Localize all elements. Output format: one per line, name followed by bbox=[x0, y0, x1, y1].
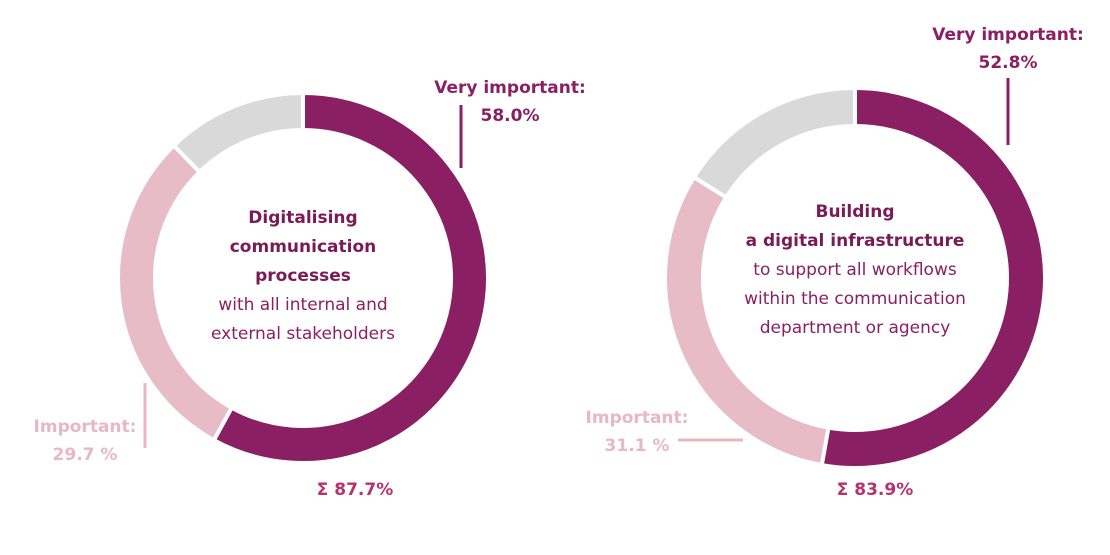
segment-label: Important: bbox=[586, 408, 689, 428]
donut-segment bbox=[116, 142, 235, 443]
center-title: Building bbox=[816, 202, 895, 222]
center-subtitle: within the communication bbox=[744, 289, 966, 309]
center-title: communication bbox=[230, 237, 377, 257]
center-subtitle: department or agency bbox=[760, 318, 951, 338]
value-label: 29.7 % bbox=[53, 445, 118, 465]
segment-label: Important: bbox=[34, 417, 137, 437]
center-subtitle: with all internal and bbox=[218, 295, 387, 315]
segment-label: Very important: bbox=[434, 78, 586, 98]
total-label: Σ 83.9% bbox=[837, 480, 914, 500]
value-label: 52.8% bbox=[979, 53, 1038, 73]
total-label: Σ 87.7% bbox=[317, 480, 394, 500]
center-title: Digitalising bbox=[248, 208, 357, 228]
center-title: a digital infrastructure bbox=[746, 231, 965, 251]
donut-segment bbox=[691, 85, 857, 201]
center-subtitle: external stakeholders bbox=[211, 324, 395, 344]
center-subtitle: to support all workflows bbox=[753, 260, 957, 280]
value-label: 31.1 % bbox=[605, 436, 670, 456]
segment-label: Very important: bbox=[932, 25, 1084, 45]
donut-segment bbox=[171, 90, 305, 175]
donut-segment bbox=[819, 85, 1048, 470]
donut-segment bbox=[211, 90, 490, 465]
value-label: 58.0% bbox=[481, 106, 540, 126]
center-title: processes bbox=[255, 266, 351, 286]
